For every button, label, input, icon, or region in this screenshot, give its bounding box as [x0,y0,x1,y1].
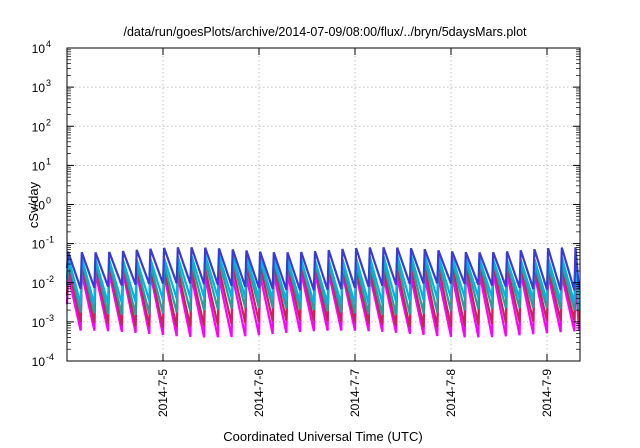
y-tick-label: 10 [32,120,46,134]
chart-title: /data/run/goesPlots/archive/2014-07-09/0… [123,25,527,39]
y-tick-base: 10 [32,277,46,291]
y-tick-base: 10 [32,316,46,330]
y-tick-label: 10 [32,42,46,56]
y-tick-exponent: 0 [46,196,51,206]
x-axis-ticks: 2014-7-5 2014-7-6 2014-7-7 2014-7-8 2014-7-9 [156,48,554,417]
y-tick-base: 10 [32,238,46,252]
x-tick-label: 2014-7-7 [348,369,362,417]
x-tick-label: 2014-7-9 [540,369,554,417]
y-tick-label: 10 [32,81,46,95]
y-tick-exponent: 2 [46,117,51,127]
y-tick-label: 10 [32,238,46,252]
y-tick-base: 10 [32,199,46,213]
y-tick-label: 10 [32,355,46,369]
y-tick-exponent: -3 [46,313,54,323]
y-tick-base: 10 [32,355,46,369]
y-tick-exponent: -4 [46,352,54,362]
y-tick-exponent: -2 [46,274,54,284]
y-tick-label: 10 [32,199,46,213]
x-tick-label: 2014-7-6 [252,369,266,417]
y-tick-exponent: 1 [46,156,51,166]
x-tick-label: 2014-7-5 [156,369,170,417]
y-tick-exponent: 4 [46,39,51,49]
y-tick-label: 10 [32,159,46,173]
x-tick-label: 2014-7-8 [444,369,458,417]
y-tick-exponent: -1 [46,235,54,245]
y-tick-base: 10 [32,159,46,173]
y-tick-base: 10 [32,81,46,95]
x-axis-label: Coordinated Universal Time (UTC) [223,429,422,444]
y-tick-exponent: 3 [46,78,51,88]
y-tick-label: 10 [32,277,46,291]
y-tick-label: 10 [32,316,46,330]
y-tick-base: 10 [32,120,46,134]
y-tick-base: 10 [32,42,46,56]
y-axis-label: cSv/day [26,181,41,228]
series-group [65,246,581,338]
series-line [65,246,581,291]
